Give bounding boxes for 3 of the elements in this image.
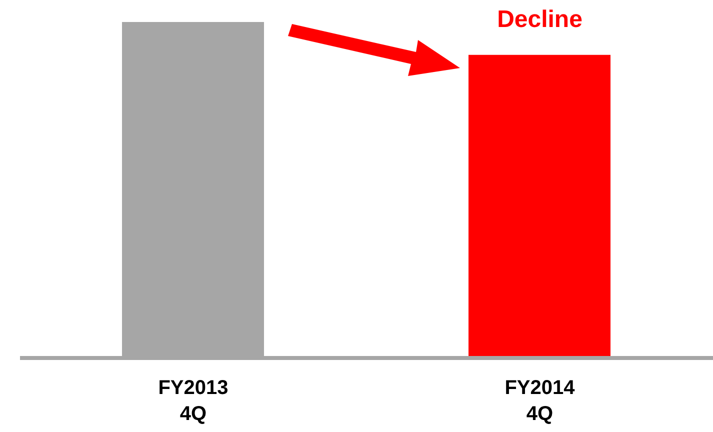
x-tick-label: FY2013 4Q <box>158 377 228 425</box>
x-tick-label: FY2014 4Q <box>504 377 576 425</box>
annotation: Decline <box>496 6 584 34</box>
